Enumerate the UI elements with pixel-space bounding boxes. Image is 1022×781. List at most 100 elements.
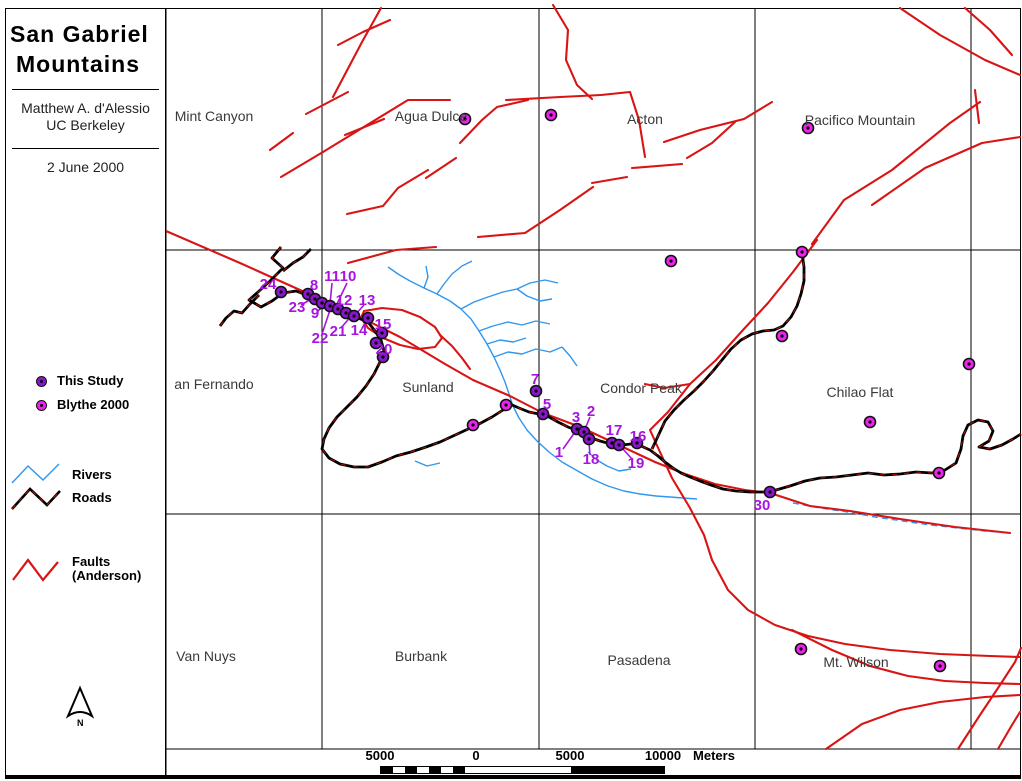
fault-line [870, 135, 1022, 207]
label-leader-line [621, 447, 633, 460]
legend-label: Roads [72, 490, 112, 505]
place-label-condor-peak: Condor Peak [600, 380, 683, 396]
this-study-point-center [610, 441, 614, 445]
fault-line [345, 168, 430, 216]
sample-number-label: 13 [359, 292, 376, 309]
place-label-chilao-flat: Chilao Flat [827, 384, 894, 400]
blythe-2000-point-center [799, 647, 803, 651]
label-leader-line [335, 282, 348, 307]
blythe-2000-point-center [937, 471, 941, 475]
fault-line [973, 88, 981, 125]
map-title: San Gabriel Mountains [10, 21, 149, 77]
fault-line [630, 162, 684, 170]
legend-item-rivers: Rivers [10, 461, 112, 489]
blythe-2000-point-center [868, 420, 872, 424]
road-line-overlay [219, 294, 260, 327]
river-line-icon [11, 463, 60, 484]
this-study-point-center [320, 301, 324, 305]
scale-bar-segment [465, 767, 477, 773]
sample-number-label: 20 [376, 341, 393, 358]
sample-number-label: 23 [289, 299, 306, 316]
place-label-mt-wilson: Mt. Wilson [823, 654, 888, 670]
this-study-point-center [352, 314, 356, 318]
this-study-point-center [381, 355, 385, 359]
river-line [436, 260, 473, 295]
sample-number-label: 19 [628, 455, 645, 472]
road-line [247, 246, 1022, 494]
sample-number-label: 12 [336, 292, 353, 309]
sample-number-label: 21 [330, 323, 347, 340]
this-study-point-center [313, 297, 317, 301]
road-line [218, 294, 260, 327]
fault-line [476, 185, 595, 239]
fault-line [963, 6, 1014, 57]
road-line-icon [11, 487, 61, 510]
river-line [460, 279, 559, 310]
blythe-2000-point-center [938, 664, 942, 668]
fault-line [551, 3, 594, 101]
fault-line [710, 558, 1022, 659]
fault-line [336, 18, 392, 47]
fault-line-icon [12, 558, 59, 582]
scale-bar-segment [571, 767, 664, 773]
fault-line [898, 6, 1022, 77]
sample-number-label: 1 [555, 444, 563, 461]
sample-number-label: 17 [606, 422, 623, 439]
blythe-2000-point-center [463, 117, 467, 121]
scale-bar-segment [429, 767, 441, 773]
label-leader-line [562, 431, 576, 450]
scale-bar-label: 10000 [644, 748, 682, 763]
legend-label: Blythe 2000 [57, 397, 130, 412]
blythe-2000-point-center [967, 362, 971, 366]
fault-line [458, 98, 530, 145]
legend-item-roads: Roads [10, 483, 112, 513]
fault-line [268, 131, 295, 152]
fault-line [662, 100, 774, 144]
road-line [282, 248, 312, 273]
blythe-2000-point-center [504, 403, 508, 407]
scale-bar-segment [393, 767, 405, 773]
this-study-point-center [344, 311, 348, 315]
place-label-pasadena: Pasadena [607, 652, 670, 668]
blythe-2000-point-center [806, 126, 810, 130]
sample-number-label: 10 [340, 268, 357, 285]
author: Matthew A. d'Alessio UC Berkeley [21, 100, 150, 133]
this-study-point-center [328, 304, 332, 308]
legend-item-faults: Faults (Anderson) [10, 552, 141, 586]
this-study-point-center [575, 427, 579, 431]
this-study-point-center [306, 292, 310, 296]
divider [12, 89, 159, 90]
blythe-2000-point-center [549, 113, 553, 117]
sample-number-label: 14 [351, 322, 368, 339]
fault-line [790, 628, 1022, 686]
fault-line [504, 90, 647, 159]
place-label-san-fernando: an Fernando [174, 376, 254, 392]
river-line [516, 288, 553, 302]
fault-line [685, 120, 737, 160]
legend-item-blythe: Blythe 2000 [36, 398, 129, 412]
this-study-point-center [366, 316, 370, 320]
scale-bar-segment [453, 767, 465, 773]
fault-line [590, 175, 629, 185]
scale-bar [380, 766, 665, 774]
river-line [486, 337, 527, 345]
this-study-point-center [587, 437, 591, 441]
place-label-burbank: Burbank [395, 648, 448, 664]
this-study-point-center [617, 443, 621, 447]
road-line [650, 252, 806, 450]
fault-line [424, 156, 458, 180]
place-label-van-nuys: Van Nuys [176, 648, 236, 664]
river-line [587, 451, 632, 472]
blythe-2000-point-center [471, 423, 475, 427]
fault-line [996, 710, 1022, 751]
blythe-2000-point-center [669, 259, 673, 263]
legend-label: Faults (Anderson) [72, 554, 142, 583]
scale-bar-segment [417, 767, 429, 773]
fault-line [164, 229, 1012, 535]
scale-bar-label: 5000 [365, 748, 395, 763]
scale-bar-segment [381, 767, 393, 773]
scale-bar-segment [441, 767, 453, 773]
place-label-agua-dulce: Agua Dulce [395, 108, 468, 124]
place-label-mint-canyon: Mint Canyon [175, 108, 254, 124]
sample-number-label: 3 [572, 409, 580, 426]
